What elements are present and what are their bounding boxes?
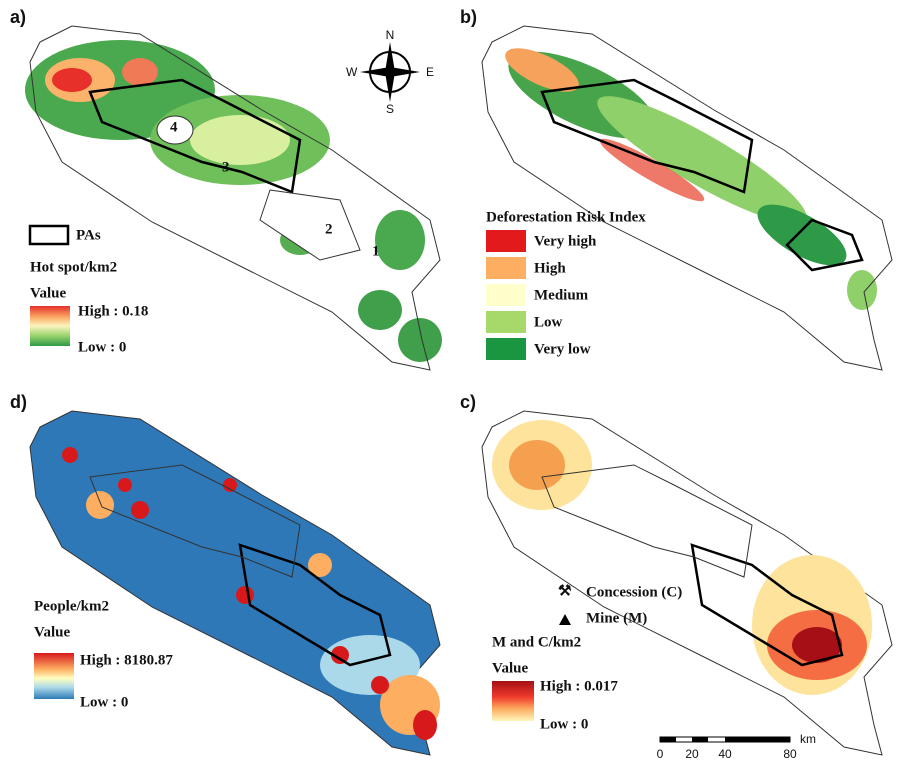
legend-swatch — [486, 257, 526, 279]
panel-a: a) 1 2 3 4 N S E W PAs Hot spot/km2 Valu… — [10, 7, 442, 371]
compass-label: W — [346, 65, 358, 79]
legend-label: High — [534, 260, 566, 276]
risk-layer — [482, 26, 892, 370]
protected-area — [785, 218, 864, 272]
legend-label: Low : 0 — [80, 694, 128, 710]
legend-label: Very high — [534, 233, 597, 249]
people-layer — [62, 447, 440, 740]
legend-label: Medium — [534, 287, 589, 303]
legend-subtitle: Value — [30, 285, 66, 301]
legend-symbol: ⚒ — [558, 583, 572, 599]
legend-swatch — [486, 338, 526, 360]
panel-b: b) Deforestation Risk Index Very high Hig… — [460, 7, 893, 371]
area-label: 2 — [325, 221, 333, 237]
density-layer — [492, 420, 872, 695]
legend-subtitle: Value — [34, 624, 70, 640]
area-label: 1 — [372, 243, 380, 259]
compass-label: E — [426, 65, 434, 79]
area-label: 4 — [170, 119, 178, 135]
legend-label: Concession (C) — [586, 584, 682, 600]
legend-subtitle: Value — [492, 660, 528, 676]
legend-label: Mine (M) — [586, 610, 647, 626]
legend-title: Hot spot/km2 — [30, 259, 117, 275]
legend-label: Low : 0 — [78, 339, 126, 355]
legend-title: M and C/km2 — [492, 634, 581, 650]
legend-label: PAs — [76, 227, 101, 243]
legend-title: People/km2 — [34, 598, 109, 614]
legend-label: Low — [534, 314, 563, 330]
legend-swatch — [28, 224, 70, 246]
legend-swatch — [486, 311, 526, 333]
hotspot-layer — [25, 40, 442, 362]
scale-bar — [659, 736, 791, 743]
legend-label: Low : 0 — [540, 716, 588, 732]
protected-area — [156, 115, 194, 145]
legend-label: High : 0.18 — [78, 303, 148, 319]
panel-label: b) — [460, 7, 477, 27]
panel-label: c) — [460, 392, 476, 412]
legend-ramp — [492, 681, 534, 721]
panel-d: d) People/km2 Value High : 8180.87 Low :… — [10, 392, 441, 756]
legend-swatch — [486, 230, 526, 252]
legend-label: High : 8180.87 — [80, 652, 173, 668]
scale-label: 40 — [718, 747, 732, 761]
legend-title: Deforestation Risk Index — [486, 209, 646, 225]
compass-label: S — [386, 102, 394, 116]
legend-ramp — [30, 306, 70, 346]
legend-label: Very low — [534, 341, 591, 357]
panel-label: a) — [10, 7, 26, 27]
compass: N S E W — [346, 28, 434, 116]
scale-label: 0 — [657, 747, 664, 761]
compass-label: N — [386, 28, 395, 42]
protected-area — [259, 189, 361, 261]
area-label: 3 — [222, 159, 230, 175]
legend-symbol — [559, 614, 571, 625]
scale-unit: km — [800, 732, 816, 746]
legend-swatch — [486, 284, 526, 306]
scale-label: 20 — [685, 747, 699, 761]
scale-label: 80 — [783, 747, 797, 761]
panel-c: c) ⚒ Concession (C) Mine (M) M and C/km2… — [460, 392, 893, 761]
panel-label: d) — [10, 392, 27, 412]
legend-ramp — [34, 653, 74, 699]
legend-label: High : 0.017 — [540, 678, 618, 694]
